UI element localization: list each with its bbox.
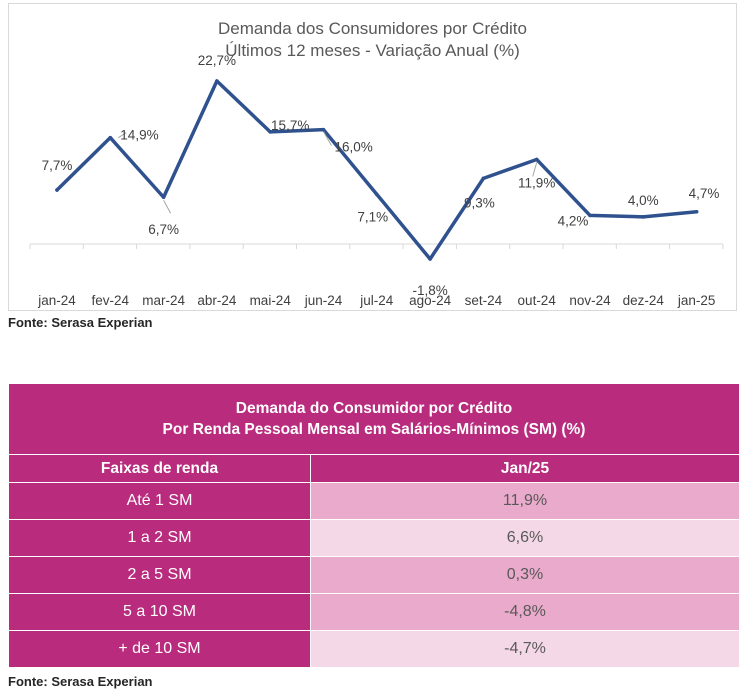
data-point	[641, 215, 646, 219]
data-label: 15,7%	[271, 118, 309, 133]
data-point	[428, 257, 432, 261]
table-source: Fonte: Serasa Experian	[8, 674, 153, 689]
data-label: 4,7%	[689, 186, 720, 201]
label-leader-line	[323, 131, 332, 146]
table-title-line1: Demanda do Consumidor por Crédito	[235, 400, 513, 417]
data-label: 9,3%	[464, 195, 495, 210]
data-point	[481, 176, 486, 181]
data-point	[534, 157, 539, 162]
x-tick-label: abr-24	[197, 293, 237, 308]
x-tick-label: mar-24	[142, 293, 185, 308]
row-label: 5 a 10 SM	[8, 593, 311, 631]
chart-title-line2: Últimos 12 meses - Variação Anual (%)	[225, 41, 520, 60]
x-tick-label: mai-24	[250, 293, 292, 308]
chart-title-line1: Demanda dos Consumidores por Crédito	[218, 19, 527, 38]
x-tick-label: jun-24	[304, 293, 343, 308]
data-label: 4,2%	[558, 213, 589, 228]
x-tick-label: jan-25	[677, 293, 716, 308]
data-label: 11,9%	[518, 175, 555, 190]
income-table: Demanda do Consumidor por Crédito Por Re…	[7, 383, 741, 668]
data-label: 22,7%	[198, 53, 236, 68]
label-leader-line	[118, 132, 127, 139]
data-point	[161, 195, 166, 200]
row-value: -4,7%	[309, 630, 741, 668]
line-chart: jan-24 fev-24 mar-24 abr-24 mai-24 jun-24 jul-…	[29, 53, 724, 308]
label-leader-line	[532, 162, 538, 177]
column-header-month: Jan/25	[309, 454, 741, 483]
x-tick-label: jan-24	[37, 293, 76, 308]
data-point	[694, 209, 699, 214]
x-tick-label: jul-24	[359, 293, 394, 308]
row-label: Até 1 SM	[8, 482, 311, 520]
chart-source: Fonte: Serasa Experian	[8, 315, 153, 330]
data-point	[588, 213, 592, 218]
table-row: Até 1 SM 11,9%	[8, 482, 741, 520]
row-label: + de 10 SM	[8, 630, 311, 668]
data-label: 7,7%	[42, 158, 73, 173]
row-value: 6,6%	[309, 519, 741, 557]
data-point	[55, 188, 59, 192]
data-point	[375, 192, 379, 197]
chart-title: Demanda dos Consumidores por Crédito Últ…	[9, 18, 736, 62]
data-label: 6,7%	[148, 222, 179, 237]
row-value: 11,9%	[309, 482, 741, 520]
x-tick-label: set-24	[465, 293, 503, 308]
column-header-income: Faixas de renda	[8, 454, 311, 483]
label-leader-line	[163, 200, 172, 214]
x-tick-label: ago-24	[409, 293, 452, 308]
data-label: 14,9%	[120, 128, 158, 143]
data-point	[321, 127, 326, 132]
table-row: 2 a 5 SM 0,3%	[8, 556, 741, 594]
data-label: -1,8%	[412, 283, 447, 298]
data-point	[268, 130, 273, 134]
x-tick-label: fev-24	[92, 293, 130, 308]
x-tick-label: dez-24	[623, 293, 665, 308]
row-label: 1 a 2 SM	[8, 519, 311, 557]
table-row: 1 a 2 SM 6,6%	[8, 519, 741, 557]
data-label: 4,0%	[628, 193, 659, 208]
data-point	[215, 79, 219, 83]
row-value: 0,3%	[309, 556, 741, 594]
table-row: + de 10 SM -4,7%	[8, 630, 741, 668]
row-value: -4,8%	[309, 593, 741, 631]
table-title-line2: Por Renda Pessoal Mensal em Salários-Mín…	[162, 421, 586, 438]
data-label: 16,0%	[335, 140, 373, 155]
data-point	[108, 135, 113, 140]
data-label: 7,1%	[357, 209, 388, 224]
x-tick-label: nov-24	[569, 293, 611, 308]
row-label: 2 a 5 SM	[8, 556, 311, 594]
table-title: Demanda do Consumidor por Crédito Por Re…	[7, 383, 741, 455]
table-row: 5 a 10 SM -4,8%	[8, 593, 741, 631]
x-tick-label: out-24	[518, 293, 557, 308]
chart-container: Demanda dos Consumidores por Crédito Últ…	[8, 3, 737, 311]
